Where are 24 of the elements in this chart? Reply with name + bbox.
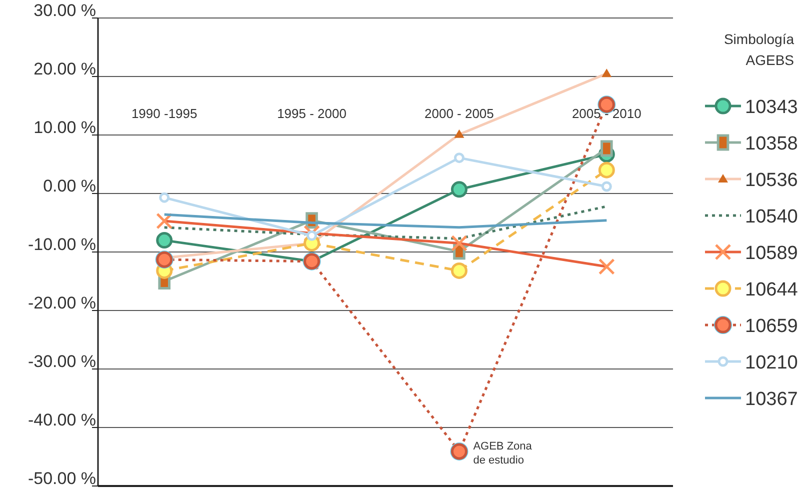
- y-tick-label: 10.00 %: [34, 118, 96, 137]
- legend-label: 10540: [745, 206, 798, 228]
- legend-label: 10343: [745, 97, 798, 118]
- legend-title: Simbología AGEBS: [724, 31, 794, 68]
- x-tick-label: 1995 - 2000: [277, 106, 346, 121]
- annotation: AGEB Zona de estudio: [473, 440, 533, 466]
- legend-label: 10589: [745, 243, 798, 264]
- legend-label: 10536: [745, 170, 798, 191]
- legend-label: 10659: [745, 316, 798, 337]
- y-tick-label: -50.00 %: [28, 469, 96, 488]
- legend-label: 10644: [745, 280, 798, 300]
- legend-label: 10367: [745, 389, 798, 410]
- y-tick-label: -40.00 %: [28, 410, 96, 430]
- legend-label: 10358: [745, 134, 798, 154]
- legend-label: 10210: [745, 352, 798, 374]
- y-tick-label: 0.00 %: [43, 176, 96, 196]
- x-tick-label: 2000 - 2005: [424, 106, 494, 121]
- y-tick-label: 30.00 %: [34, 1, 96, 20]
- y-tick-label: -30.00 %: [28, 352, 96, 371]
- x-tick-label: 1990 -1995: [131, 106, 198, 121]
- y-tick-label: -10.00 %: [28, 235, 96, 254]
- y-tick-label: -20.00 %: [28, 294, 96, 312]
- x-tick-label: 2005 - 2010: [572, 106, 642, 121]
- y-tick-label: 20.00 %: [34, 60, 96, 78]
